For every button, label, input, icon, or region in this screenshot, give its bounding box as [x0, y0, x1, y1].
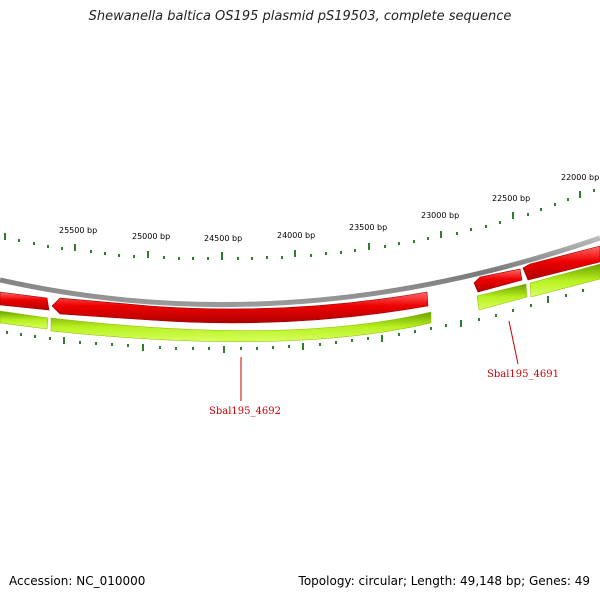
tick-label: 22500 bp — [492, 194, 530, 203]
gene-band-sbal195-4692[interactable] — [50, 311, 432, 343]
gene-arrow-sbal195-4692[interactable] — [51, 291, 429, 324]
label-leader-line — [508, 320, 519, 365]
sequence-summary-text: Topology: circular; Length: 49,148 bp; G… — [298, 574, 590, 588]
accession-text: Accession: NC_010000 — [9, 574, 146, 588]
gene-band[interactable] — [529, 263, 600, 298]
gene-arrow[interactable] — [473, 268, 523, 293]
sequence-backbone — [0, 235, 600, 308]
tick-row-upper — [4, 191, 581, 260]
tick-row-lower — [63, 296, 549, 353]
tick-label: 25000 bp — [132, 232, 170, 241]
tick-label: 25500 bp — [59, 226, 97, 235]
gene-arrow[interactable] — [0, 291, 50, 311]
gene-label-sbal195-4692[interactable]: Sbal195_4692 — [209, 406, 281, 417]
gene-band[interactable] — [0, 310, 49, 330]
gene-arrow[interactable] — [522, 245, 600, 281]
tick-label: 22000 bp — [561, 173, 599, 182]
tick-label: 24500 bp — [204, 234, 242, 243]
tick-dots-lower — [6, 289, 584, 350]
tick-label: 24000 bp — [277, 231, 315, 240]
tick-label: 23500 bp — [349, 223, 387, 232]
gene-band-sbal195-4691[interactable] — [476, 283, 528, 311]
tick-dots-upper — [18, 189, 595, 260]
gene-label-sbal195-4691[interactable]: Sbal195_4691 — [487, 369, 559, 380]
map-title: Shewanella baltica OS195 plasmid pS19503… — [88, 9, 512, 24]
tick-label: 23000 bp — [421, 211, 459, 220]
